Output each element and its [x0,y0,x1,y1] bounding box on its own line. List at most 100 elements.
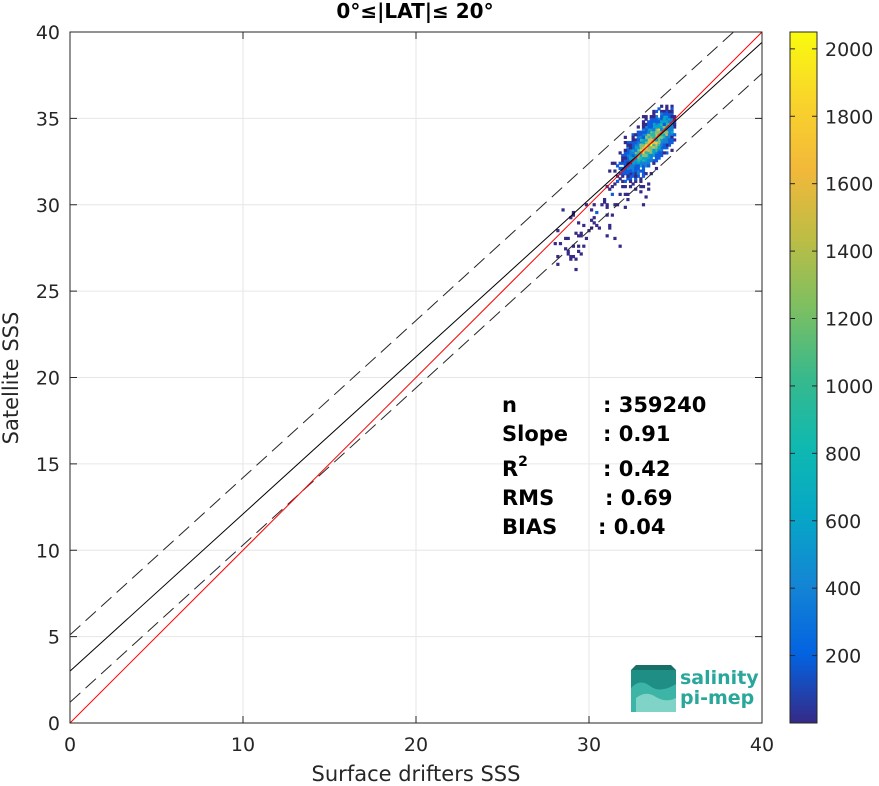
density-cell [649,130,653,134]
density-cell [652,159,656,163]
density-cell [623,179,627,184]
y-tick-label: 25 [36,281,60,303]
density-cell [628,174,633,178]
density-cell [623,153,627,158]
colorbar-tick-label: 600 [825,511,861,533]
density-cell [652,109,656,114]
density-cell [662,109,666,114]
density-cell [595,223,599,228]
density-cell [652,151,656,155]
density-cell [608,226,612,230]
density-cell [623,172,627,176]
density-cell [610,213,614,217]
density-cell [670,140,674,145]
density-cell [662,122,666,127]
stat-slope-value: : 0.91 [603,422,671,446]
density-cell [667,135,672,139]
density-cell [644,159,648,163]
density-cell [641,169,646,173]
density-cell [610,192,614,196]
y-tick-label: 30 [36,195,60,217]
density-cell [639,143,643,147]
density-cell [636,161,640,165]
density-cell [623,185,627,189]
colorbar-tick-label: 400 [825,578,861,600]
stat-r2-label: R2 [502,454,528,481]
density-cell [634,169,638,173]
density-cell [657,122,661,127]
density-cell [626,156,630,160]
chart-title: 0°≤|LAT|≤ 20° [336,0,493,23]
density-cell [626,140,630,145]
density-cell [634,174,638,178]
density-cell [641,166,646,171]
density-cell [644,128,648,132]
density-cell [644,151,648,155]
density-cell [657,107,661,111]
density-cell [670,117,674,121]
density-cell [618,161,622,165]
density-cell [628,156,633,160]
density-cell [592,221,596,225]
density-cell [639,133,643,137]
density-cell [647,153,651,158]
density-cell [574,267,578,272]
density-cell [660,140,664,145]
density-cell [649,125,653,129]
density-cell [665,112,669,116]
density-cell [605,203,609,207]
density-cell [665,115,669,119]
density-cell [670,148,674,152]
density-cell [556,262,560,266]
density-cell [649,117,653,121]
density-cell [566,236,570,241]
identity-line [69,31,763,724]
density-cell [644,135,648,139]
density-cell [652,143,656,147]
density-cell [631,166,635,171]
y-axis-ticks: 0 5 10 15 20 25 30 35 40 [36,22,762,735]
density-cell [589,208,594,212]
density-cell [662,146,666,150]
density-cell [631,138,635,142]
density-cell [660,120,664,124]
density-cell [623,192,627,196]
density-cell [662,135,666,139]
density-cell [641,128,646,132]
density-cell [618,151,622,155]
density-cell [626,146,630,150]
density-cell [613,203,617,207]
density-cell [660,138,664,142]
density-cell [634,146,638,150]
density-cell [657,120,661,124]
density-cell [636,143,640,147]
density-cell [628,151,633,155]
density-cell [652,148,656,152]
density-cell [561,208,565,212]
colorbar-tick-label: 1200 [825,309,873,331]
density-cell [634,138,638,142]
density-cell [634,161,638,165]
density-cell [667,130,672,134]
density-cell [654,148,659,152]
density-cell [631,140,635,145]
density-cell [636,125,640,129]
density-cell [613,161,617,165]
density-cell [623,140,627,145]
density-cell [660,153,664,158]
density-cell [660,117,664,121]
density-cell [639,190,643,194]
x-axis-ticks: 0 10 20 30 40 [64,32,774,756]
density-cell [660,135,664,139]
density-cell [667,143,672,147]
density-cell [623,156,627,160]
density-cell [634,159,638,163]
density-cell [639,130,643,134]
density-cell [652,115,656,119]
density-cell [602,197,607,202]
density-cell [667,138,672,142]
stat-rms-value: : 0.69 [605,486,673,510]
density-cell [644,143,648,147]
colorbar-tick-label: 1600 [825,174,873,196]
density-cell [608,187,612,191]
